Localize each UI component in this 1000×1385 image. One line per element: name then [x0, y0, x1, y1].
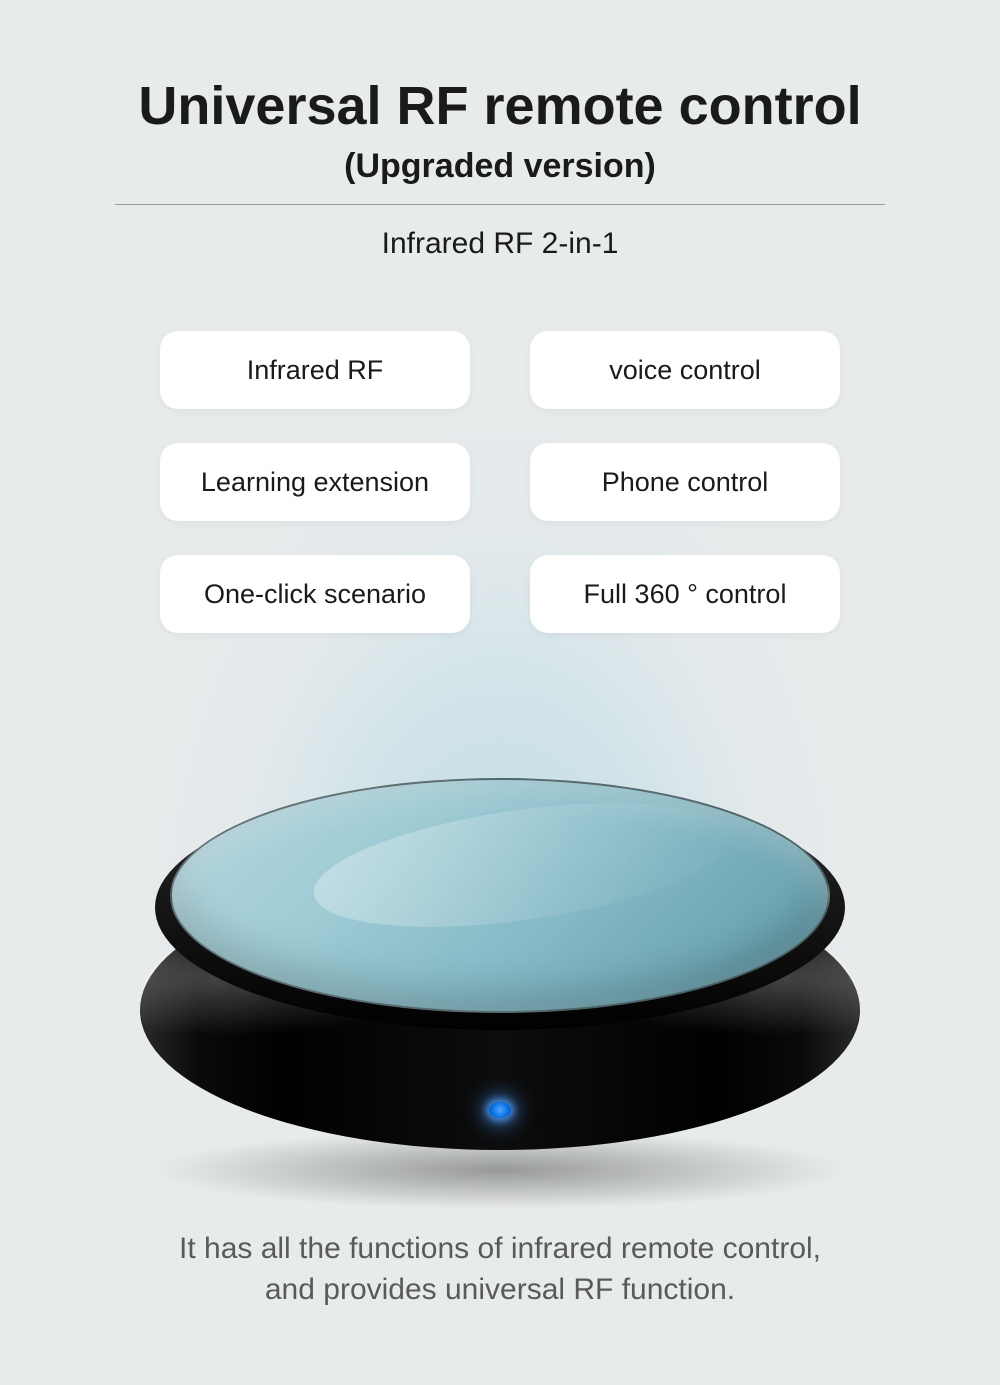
features-grid: Infrared RF voice control Learning exten… [160, 331, 840, 633]
subtitle: (Upgraded version) [344, 147, 656, 186]
feature-pill: One-click scenario [160, 555, 470, 633]
device-top-glass [170, 778, 830, 1013]
device-illustration [120, 760, 880, 1180]
device-glass-reflection [306, 781, 737, 948]
infographic-container: Universal RF remote control (Upgraded ve… [0, 0, 1000, 1385]
footer-line-2: and provides universal RF function. [265, 1273, 735, 1306]
footer-line-1: It has all the functions of infrared rem… [179, 1232, 821, 1265]
feature-pill: voice control [530, 331, 840, 409]
footer-description: It has all the functions of infrared rem… [50, 1229, 950, 1310]
feature-pill: Infrared RF [160, 331, 470, 409]
feature-pill: Learning extension [160, 443, 470, 521]
feature-pill: Full 360 ° control [530, 555, 840, 633]
divider-line [115, 204, 885, 205]
tagline: Infrared RF 2-in-1 [382, 227, 619, 261]
feature-pill: Phone control [530, 443, 840, 521]
device-led-indicator [489, 1102, 511, 1118]
main-title: Universal RF remote control [138, 75, 861, 137]
